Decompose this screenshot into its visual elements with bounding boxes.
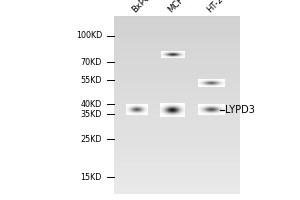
Text: 70KD: 70KD	[81, 58, 102, 67]
Bar	[114, 16, 240, 194]
Text: 55KD: 55KD	[80, 76, 102, 85]
Text: BxPC3: BxPC3	[130, 0, 156, 14]
Text: 35KD: 35KD	[81, 110, 102, 119]
Text: LYPD3: LYPD3	[226, 105, 255, 115]
Text: 100KD: 100KD	[76, 31, 102, 40]
Text: 15KD: 15KD	[81, 173, 102, 182]
Text: 40KD: 40KD	[81, 100, 102, 109]
Text: HT-29: HT-29	[205, 0, 229, 14]
Text: MCF7: MCF7	[166, 0, 189, 14]
Text: 25KD: 25KD	[80, 135, 102, 144]
